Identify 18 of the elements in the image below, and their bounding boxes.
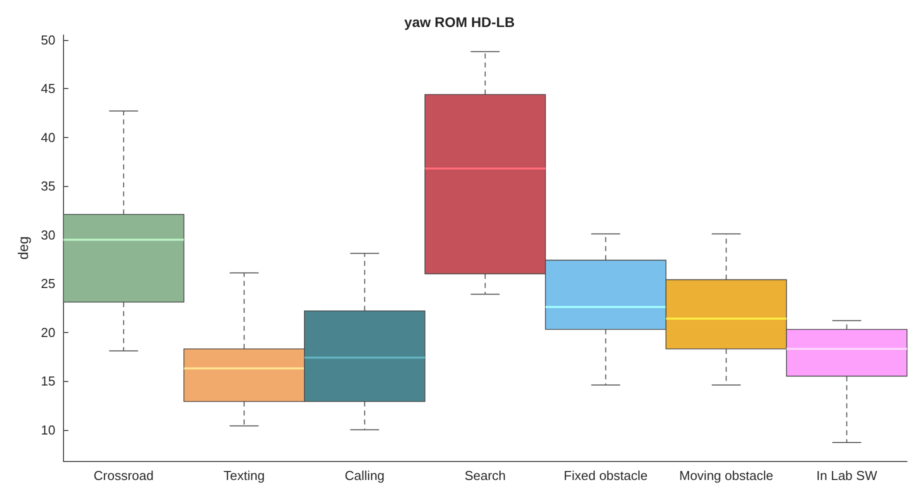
y-tick-label: 30 (40, 227, 56, 242)
y-tick-label: 40 (40, 130, 56, 145)
y-tick-label: 20 (40, 324, 56, 340)
x-tick-label: Texting (224, 468, 265, 483)
y-tick-label: 45 (40, 81, 56, 96)
y-tick-label: 15 (40, 374, 56, 389)
y-tick-label: 35 (40, 178, 56, 194)
y-tick-label: 50 (40, 32, 56, 48)
chart-title: yaw ROM HD-LB (404, 14, 515, 30)
y-tick-label: 25 (40, 276, 56, 292)
x-tick-label: Search (464, 468, 506, 483)
x-tick-label: In Lab SW (816, 468, 878, 483)
y-tick-label: 10 (40, 422, 56, 438)
x-tick-label: Fixed obstacle (564, 468, 648, 483)
x-tick-label: Crossroad (94, 468, 154, 483)
y-axis-title: deg (15, 236, 31, 260)
x-tick-label: Calling (344, 468, 385, 483)
x-tick-label: Moving obstacle (679, 468, 774, 483)
